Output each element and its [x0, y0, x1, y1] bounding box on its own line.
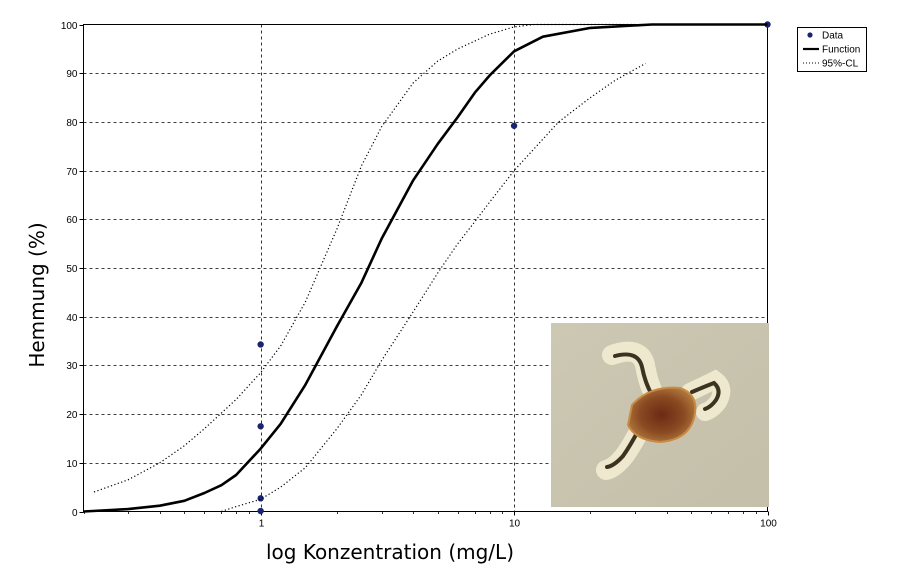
legend: Data Function 95%-CL	[797, 27, 867, 72]
data-point	[257, 341, 264, 348]
function-curve	[83, 23, 768, 513]
legend-label-cl: 95%-CL	[822, 59, 859, 70]
y-tick-label: 60	[66, 215, 78, 226]
y-tick-label: 70	[66, 167, 78, 178]
y-tick-label: 40	[66, 313, 78, 324]
y-tick-label: 90	[66, 69, 78, 80]
confidence-limit-curve	[93, 23, 635, 493]
inset-micrograph	[551, 323, 769, 507]
y-tick-label: 30	[66, 361, 78, 372]
data-point	[257, 495, 264, 502]
x-tick-label: 100	[760, 519, 777, 530]
data-point	[257, 423, 264, 430]
y-tick-label: 10	[66, 459, 78, 470]
legend-label-data: Data	[822, 31, 844, 42]
y-tick-label: 50	[66, 264, 78, 275]
x-tick-label: 10	[509, 519, 521, 530]
data-point	[257, 507, 264, 515]
data-point	[510, 122, 518, 129]
x-axis-title: log Konzentration (mg/L)	[266, 540, 514, 564]
legend-data-marker	[807, 32, 813, 38]
series-layer	[83, 21, 771, 515]
y-tick-label: 80	[66, 118, 78, 129]
x-tick-label: 1	[259, 519, 265, 530]
y-tick-label: 0	[72, 508, 78, 519]
legend-label-function: Function	[822, 45, 860, 56]
y-tick-label: 100	[61, 21, 78, 32]
y-axis-title: Hemmung (%)	[25, 222, 49, 367]
y-tick-label: 20	[66, 410, 78, 421]
